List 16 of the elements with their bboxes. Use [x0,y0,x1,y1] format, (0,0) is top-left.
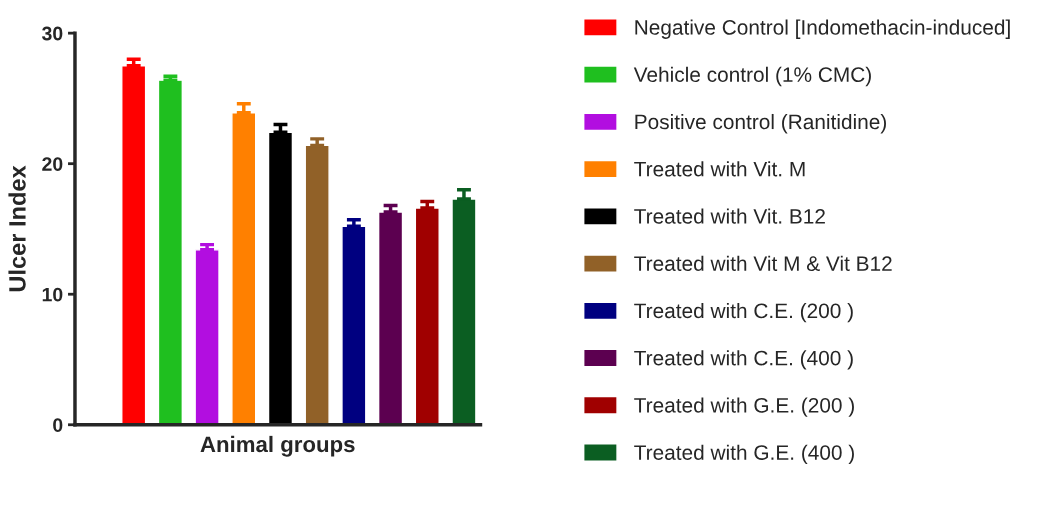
y-tick-label: 30 [41,26,63,41]
y-tick-label: 10 [42,287,63,302]
legend-label: Negative Control [Indomethacin-induced] [635,19,1010,39]
y-tick-label: 0 [53,418,63,432]
legend-label: Treated with C.E. (400 ) [634,350,853,370]
legend-label: Treated with C.E. (200 ) [634,302,853,323]
legend-label: Treated with G.E. (400 ) [634,444,854,465]
legend-label: Treated with Vit. B12 [634,208,825,224]
y-tick-label: 20 [42,157,63,171]
legend-label: Vehicle control (1% CMC) [633,66,871,87]
legend-label: Treated with Vit. M [634,161,805,177]
legend-label: Positive control (Ranitidine) [635,113,886,134]
x-axis-title: Animal groups [200,435,355,457]
legend-label: Treated with Vit M & Vit B12 [634,255,892,271]
y-axis-title: Ulcer Index [8,165,26,292]
legend-label: Treated with G.E. (200 ) [634,397,854,417]
